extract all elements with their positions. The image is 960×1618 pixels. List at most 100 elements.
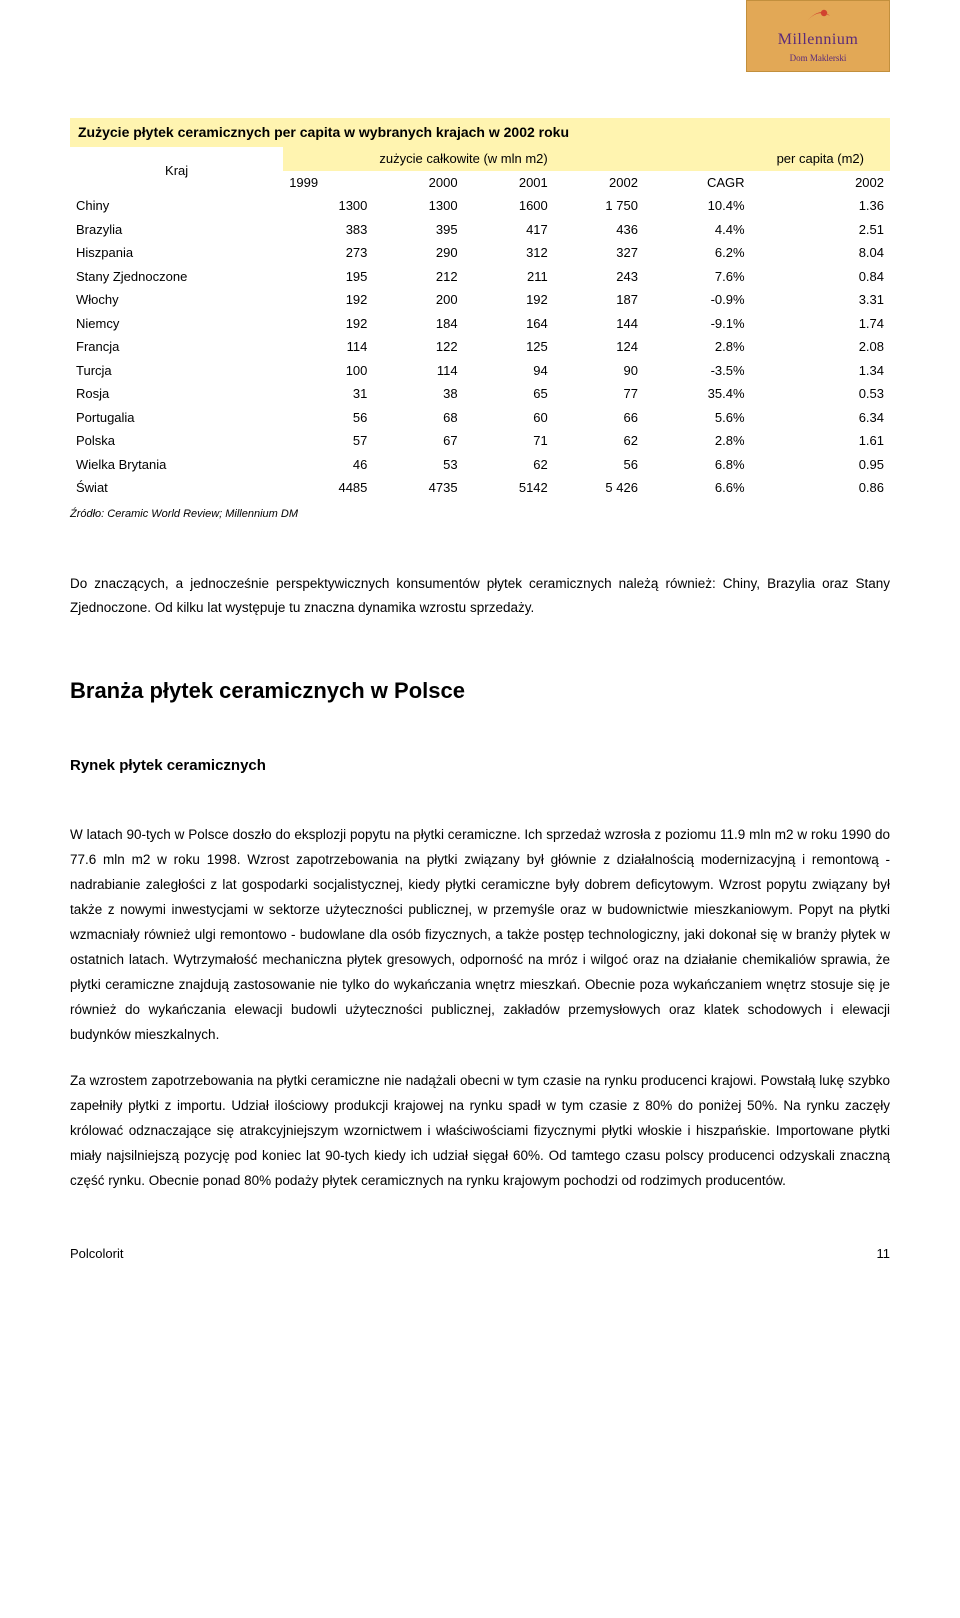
footer-left: Polcolorit: [70, 1244, 123, 1264]
brand-logo-box: Millennium Dom Maklerski: [746, 0, 890, 72]
cell-value: 1600: [464, 194, 554, 218]
cell-value: 2.8%: [644, 335, 751, 359]
table-row: Portugalia566860665.6%6.34: [70, 406, 890, 430]
cell-value: 56: [554, 453, 644, 477]
col-year: 2002: [554, 171, 644, 195]
intro-paragraph: Do znaczących, a jednocześnie perspektyw…: [70, 572, 890, 619]
cell-value: 67: [373, 429, 463, 453]
cell-value: 211: [464, 265, 554, 289]
cell-kraj: Świat: [70, 476, 283, 500]
cell-kraj: Portugalia: [70, 406, 283, 430]
cell-value: 4485: [283, 476, 373, 500]
col-group-total: zużycie całkowite (w mln m2): [283, 147, 644, 171]
cell-value: 6.6%: [644, 476, 751, 500]
table-row: Rosja3138657735.4%0.53: [70, 382, 890, 406]
cell-value: 66: [554, 406, 644, 430]
cell-value: 60: [464, 406, 554, 430]
cell-value: 5 426: [554, 476, 644, 500]
cell-value: 7.6%: [644, 265, 751, 289]
brand-sub: Dom Maklerski: [790, 52, 847, 66]
cell-value: 5.6%: [644, 406, 751, 430]
cell-value: 312: [464, 241, 554, 265]
logo-swoosh-icon: [804, 6, 832, 26]
cell-value: 68: [373, 406, 463, 430]
cell-value: 57: [283, 429, 373, 453]
cell-value: 2.51: [751, 218, 890, 242]
table-row: Chiny1300130016001 75010.4%1.36: [70, 194, 890, 218]
cell-value: 94: [464, 359, 554, 383]
cell-value: 195: [283, 265, 373, 289]
cell-kraj: Chiny: [70, 194, 283, 218]
cell-value: 192: [283, 288, 373, 312]
cell-value: 192: [283, 312, 373, 336]
cell-value: 71: [464, 429, 554, 453]
col-year: 2000: [373, 171, 463, 195]
cell-value: 62: [554, 429, 644, 453]
table-row: Włochy192200192187-0.9%3.31: [70, 288, 890, 312]
cell-value: 290: [373, 241, 463, 265]
table-row: Polska576771622.8%1.61: [70, 429, 890, 453]
cell-value: 31: [283, 382, 373, 406]
cell-value: 77: [554, 382, 644, 406]
cell-value: 56: [283, 406, 373, 430]
table-row: Świat4485473551425 4266.6%0.86: [70, 476, 890, 500]
col-year: 2001: [464, 171, 554, 195]
cell-value: 1.74: [751, 312, 890, 336]
table-source: Źródło: Ceramic World Review; Millennium…: [70, 506, 890, 523]
cell-value: 114: [373, 359, 463, 383]
cell-kraj: Polska: [70, 429, 283, 453]
cell-value: 90: [554, 359, 644, 383]
page-footer: Polcolorit 11: [70, 1244, 890, 1264]
cell-value: 100: [283, 359, 373, 383]
cell-value: 6.34: [751, 406, 890, 430]
cell-value: 1.61: [751, 429, 890, 453]
cell-value: 436: [554, 218, 644, 242]
cell-value: 46: [283, 453, 373, 477]
table-row: Wielka Brytania465362566.8%0.95: [70, 453, 890, 477]
cell-value: 212: [373, 265, 463, 289]
cell-value: -0.9%: [644, 288, 751, 312]
cell-value: 0.84: [751, 265, 890, 289]
cell-value: 327: [554, 241, 644, 265]
cell-kraj: Stany Zjednoczone: [70, 265, 283, 289]
col-kraj: Kraj: [70, 147, 283, 194]
col-percap-year: 2002: [751, 171, 890, 195]
sub-title: Rynek płytek ceramicznych: [70, 755, 890, 778]
body-paragraph: W latach 90-tych w Polsce doszło do eksp…: [70, 823, 890, 1048]
cell-value: 65: [464, 382, 554, 406]
col-year: 1999: [283, 171, 373, 195]
col-group-percap: per capita (m2): [751, 147, 890, 171]
cell-value: 53: [373, 453, 463, 477]
cell-value: 192: [464, 288, 554, 312]
cell-value: 122: [373, 335, 463, 359]
cell-value: 273: [283, 241, 373, 265]
cell-value: -9.1%: [644, 312, 751, 336]
cell-value: 8.04: [751, 241, 890, 265]
cell-value: 62: [464, 453, 554, 477]
cell-value: 125: [464, 335, 554, 359]
cell-value: 6.2%: [644, 241, 751, 265]
footer-page-number: 11: [877, 1244, 891, 1264]
cell-value: 200: [373, 288, 463, 312]
cell-value: 187: [554, 288, 644, 312]
cell-value: 10.4%: [644, 194, 751, 218]
cell-value: 1300: [373, 194, 463, 218]
cell-value: 1 750: [554, 194, 644, 218]
table-row: Turcja1001149490-3.5%1.34: [70, 359, 890, 383]
table-row: Francja1141221251242.8%2.08: [70, 335, 890, 359]
consumption-table-block: Zużycie płytek ceramicznych per capita w…: [70, 118, 890, 522]
cell-value: 243: [554, 265, 644, 289]
cell-kraj: Rosja: [70, 382, 283, 406]
cell-value: 184: [373, 312, 463, 336]
table-row: Stany Zjednoczone1952122112437.6%0.84: [70, 265, 890, 289]
cell-value: 3.31: [751, 288, 890, 312]
cell-value: 383: [283, 218, 373, 242]
cell-value: -3.5%: [644, 359, 751, 383]
cell-value: 38: [373, 382, 463, 406]
cell-kraj: Brazylia: [70, 218, 283, 242]
cell-value: 1300: [283, 194, 373, 218]
cell-value: 6.8%: [644, 453, 751, 477]
cell-kraj: Turcja: [70, 359, 283, 383]
cell-value: 144: [554, 312, 644, 336]
cell-value: 124: [554, 335, 644, 359]
